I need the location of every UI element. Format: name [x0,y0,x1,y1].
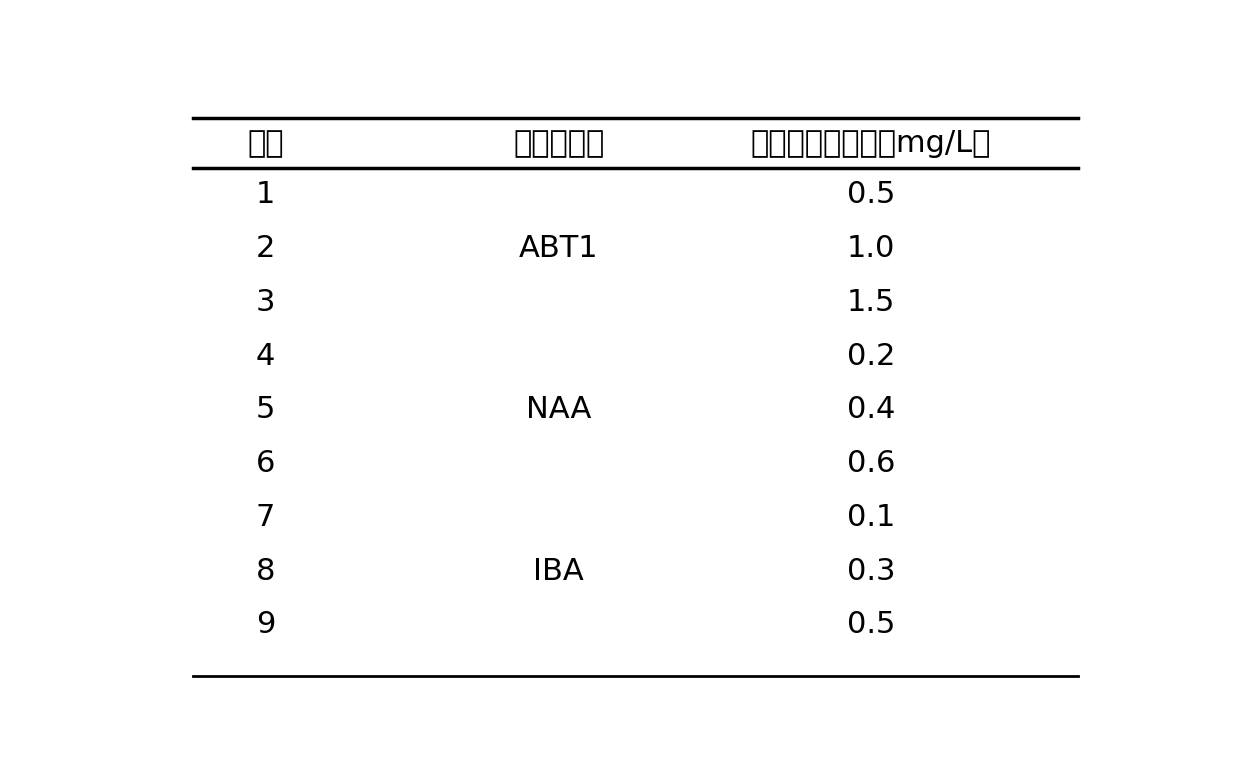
Text: IBA: IBA [533,556,584,586]
Text: 4: 4 [255,341,275,370]
Text: 1.5: 1.5 [847,288,895,317]
Text: 0.6: 0.6 [847,449,895,478]
Text: 6: 6 [255,449,275,478]
Text: ABT1: ABT1 [518,234,599,263]
Text: 8: 8 [255,556,275,586]
Text: 2: 2 [255,234,275,263]
Text: 生根粉处理浓度（mg/L）: 生根粉处理浓度（mg/L） [750,129,991,158]
Text: 9: 9 [255,611,275,639]
Text: 7: 7 [255,503,275,532]
Text: 生根粉种类: 生根粉种类 [513,129,604,158]
Text: 1.0: 1.0 [847,234,895,263]
Text: 0.5: 0.5 [847,180,895,210]
Text: 处理: 处理 [247,129,284,158]
Text: 5: 5 [255,395,275,424]
Text: 0.1: 0.1 [847,503,895,532]
Text: 0.2: 0.2 [847,341,895,370]
Text: 0.3: 0.3 [847,556,895,586]
Text: 0.5: 0.5 [847,611,895,639]
Text: 3: 3 [255,288,275,317]
Text: 1: 1 [255,180,275,210]
Text: NAA: NAA [526,395,591,424]
Text: 0.4: 0.4 [847,395,895,424]
